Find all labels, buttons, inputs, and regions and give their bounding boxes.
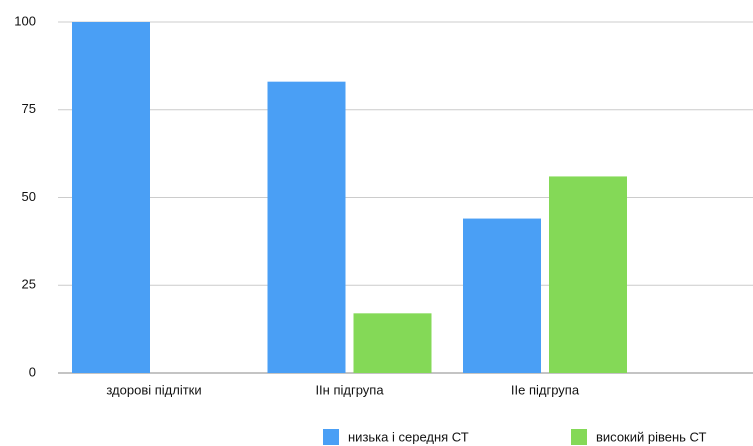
y-tick-label: 0 — [29, 364, 36, 379]
bar — [353, 313, 432, 373]
bar — [463, 218, 541, 373]
bar — [267, 81, 346, 374]
y-tick-label: 75 — [22, 101, 36, 116]
bar — [549, 176, 627, 373]
x-tick-label: IIе підгрупа — [511, 382, 580, 397]
bar — [72, 22, 150, 373]
legend-label: низька і середня СТ — [348, 429, 469, 444]
x-tick-label: здорові підлітки — [106, 382, 201, 397]
y-tick-label: 50 — [22, 189, 36, 204]
x-tick-label: IIн підгрупа — [315, 382, 384, 397]
legend-label: високий рівень СТ — [596, 429, 706, 444]
y-tick-label: 100 — [14, 13, 36, 28]
legend-swatch — [571, 429, 587, 445]
y-tick-label: 25 — [22, 277, 36, 292]
legend-swatch — [323, 429, 339, 445]
